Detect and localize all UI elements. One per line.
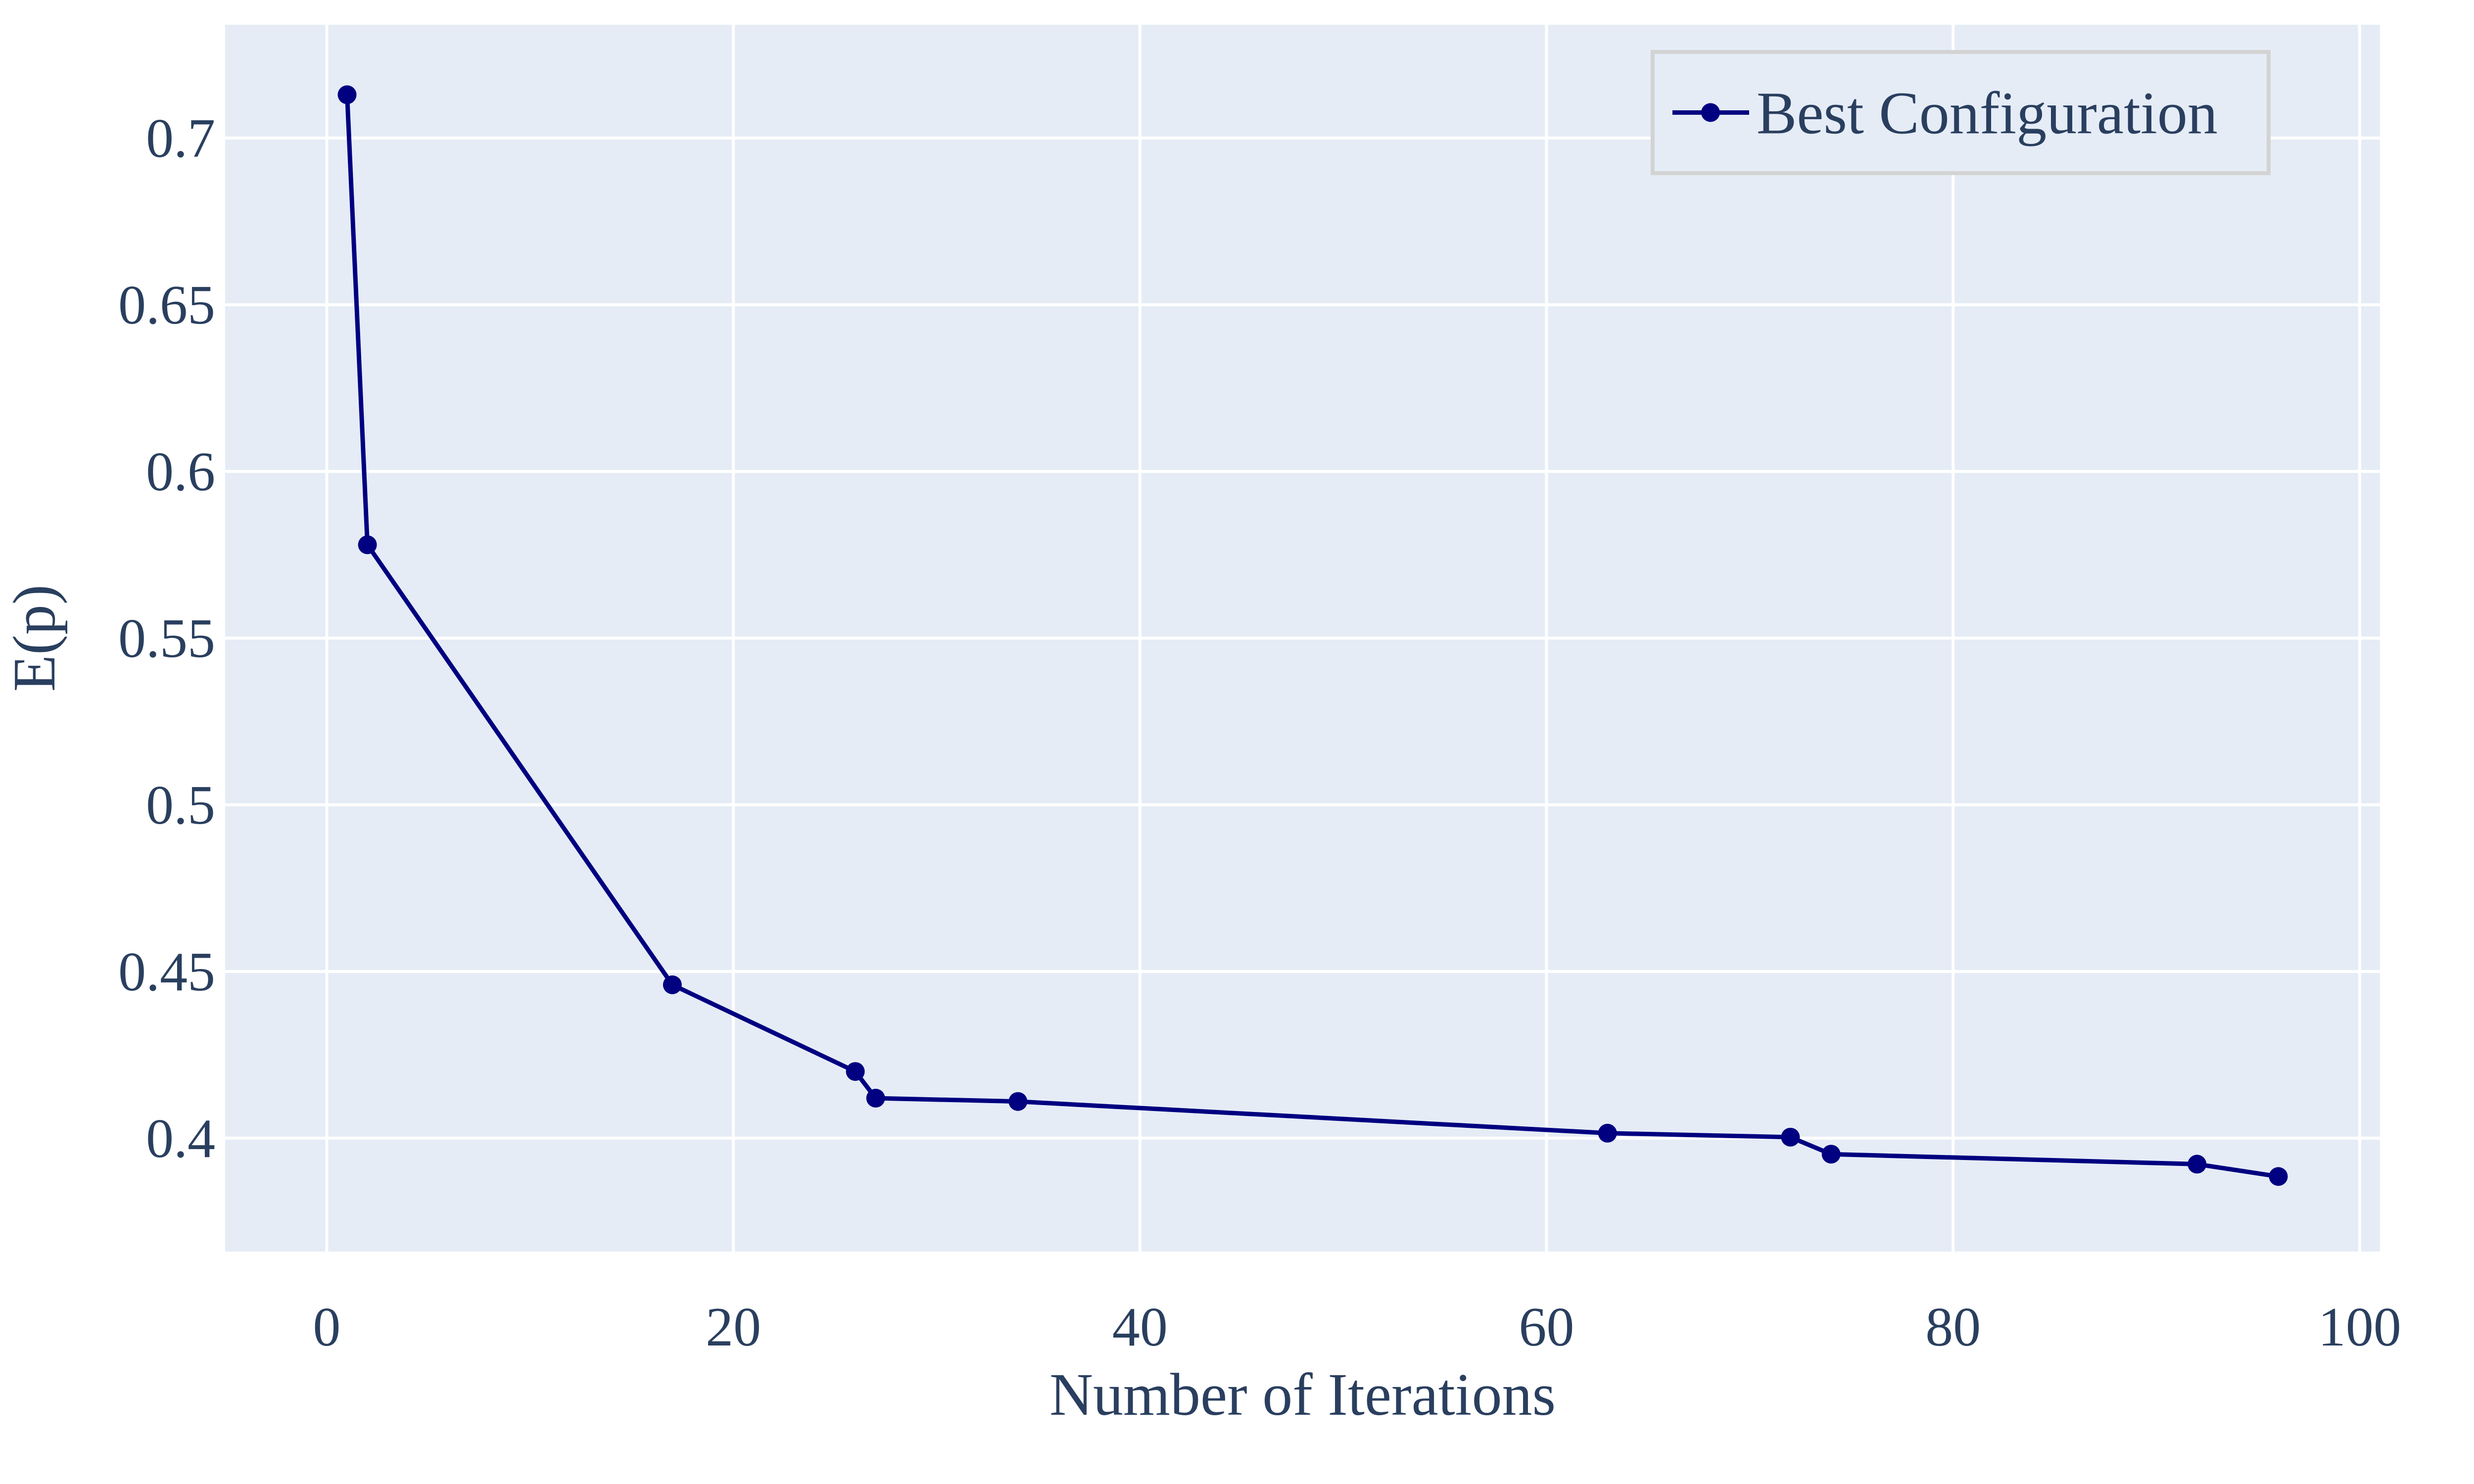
data-point [1008, 1092, 1028, 1111]
data-point [2188, 1155, 2207, 1174]
x-tick-label: 20 [706, 1297, 761, 1358]
y-axis-ticks: 0.4 0.45 0.5 0.55 0.6 0.65 0.7 [118, 108, 215, 1169]
data-point [846, 1062, 865, 1081]
legend-label: Best Configuration [1757, 80, 2218, 147]
y-tick-label: 0.5 [146, 775, 215, 836]
y-tick-label: 0.4 [146, 1108, 215, 1169]
data-point [1781, 1127, 1800, 1147]
y-tick-label: 0.65 [118, 275, 215, 336]
x-tick-label: 60 [1519, 1297, 1574, 1358]
y-tick-label: 0.6 [146, 441, 215, 503]
legend: Best Configuration [1651, 50, 2271, 175]
data-point [2269, 1167, 2288, 1186]
data-point [1598, 1123, 1617, 1143]
data-point [663, 975, 682, 994]
y-tick-label: 0.7 [146, 108, 215, 169]
x-axis-title: Number of Iterations [1049, 1361, 1556, 1428]
legend-box [1651, 50, 2271, 175]
series-layer [337, 85, 2288, 1186]
x-axis-ticks: 0 20 40 60 80 100 [313, 1297, 2401, 1358]
x-tick-label: 100 [2318, 1297, 2401, 1358]
data-point [337, 85, 357, 104]
data-point [358, 535, 377, 555]
x-tick-label: 40 [1112, 1297, 1168, 1358]
data-point [866, 1089, 885, 1108]
data-point [1821, 1145, 1841, 1164]
y-axis-title: E(p) [1, 585, 68, 692]
legend-marker-swatch [1701, 103, 1720, 122]
x-tick-label: 0 [313, 1297, 340, 1358]
y-tick-label: 0.55 [118, 608, 215, 669]
x-tick-label: 80 [1925, 1297, 1981, 1358]
grid-lines [225, 25, 2380, 1252]
y-tick-label: 0.45 [118, 941, 215, 1003]
